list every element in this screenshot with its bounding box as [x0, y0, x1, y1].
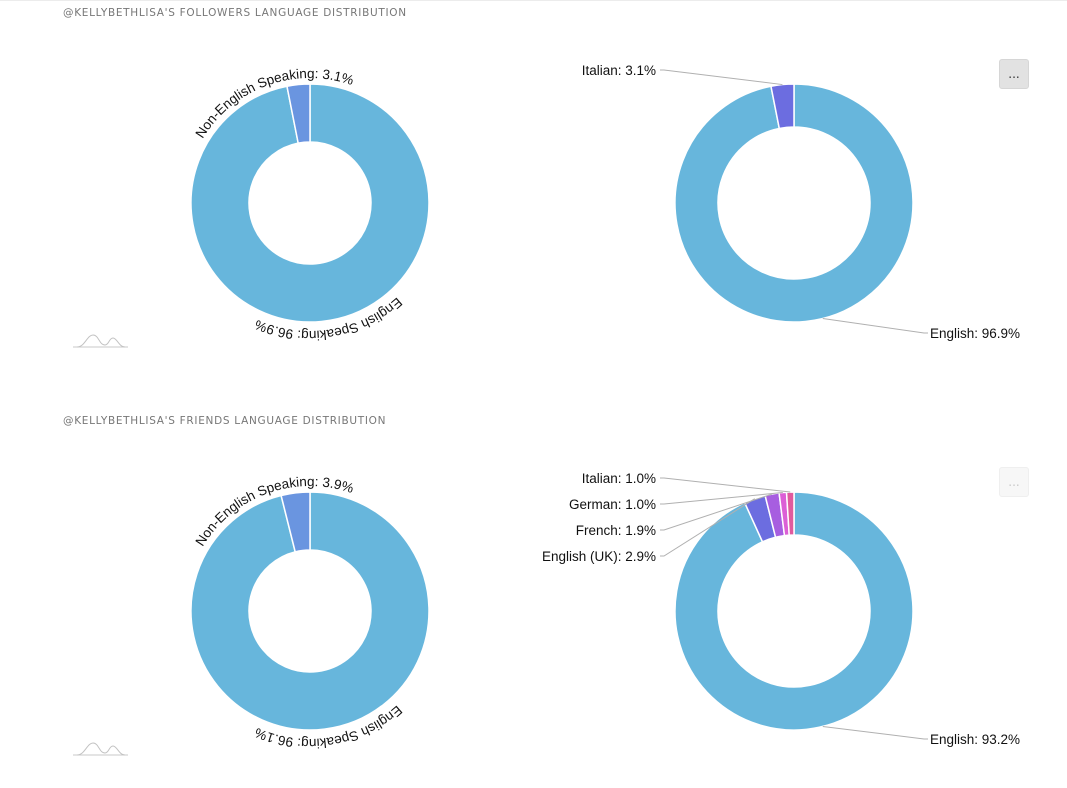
slice-non-english-speaking[interactable]: [280, 491, 311, 553]
followers-speaking-donut: Non-English Speaking: 3.1%English Speaki…: [190, 66, 430, 343]
leader-line-german: [660, 492, 783, 505]
followers-charts: Non-English Speaking: 3.1%English Speaki…: [190, 63, 1020, 343]
wave-logo-icon: [73, 334, 128, 348]
label-german: German: 1.0%: [569, 497, 656, 512]
friends-section-title: @KELLYBETHLISA'S FRIENDS LANGUAGE DISTRI…: [63, 415, 387, 427]
slice-non-english-speaking[interactable]: [286, 83, 311, 145]
top-divider: [0, 0, 1067, 1]
wave-logo-icon: [73, 742, 128, 756]
friends-charts: Non-English Speaking: 3.9%English Speaki…: [190, 471, 1020, 751]
chart-menu-button[interactable]: ...: [999, 59, 1029, 89]
chart-menu-button[interactable]: ...: [999, 467, 1029, 497]
leader-line-french: [660, 493, 773, 531]
slice-english[interactable]: [674, 83, 914, 323]
label-english: English: 93.2%: [930, 732, 1020, 747]
followers-language-donut: English: 96.9% Italian: 3.1%: [582, 63, 1020, 341]
leader-line-english: [822, 725, 928, 740]
leader-line-english: [822, 317, 928, 334]
slice-italian[interactable]: [770, 83, 795, 130]
slice-english[interactable]: [674, 491, 914, 731]
label-english: English: 96.9%: [930, 326, 1020, 341]
friends-speaking-donut: Non-English Speaking: 3.9%English Speaki…: [190, 474, 430, 751]
friends-language-donut: English: 93.2% English (UK): 2.9% French: …: [542, 471, 1020, 747]
leader-line-italian: [660, 477, 791, 493]
label-english-uk: English (UK): 2.9%: [542, 549, 656, 564]
label-french: French: 1.9%: [576, 523, 656, 538]
leader-line-italian: [660, 69, 783, 86]
slice-english-speaking[interactable]: [190, 491, 430, 731]
label-italian: Italian: 3.1%: [582, 63, 656, 78]
label-italian: Italian: 1.0%: [582, 471, 656, 486]
followers-section-title: @KELLYBETHLISA'S FOLLOWERS LANGUAGE DIST…: [63, 7, 407, 19]
leader-line-english-uk: [660, 498, 756, 557]
slice-english-speaking[interactable]: [190, 83, 430, 323]
